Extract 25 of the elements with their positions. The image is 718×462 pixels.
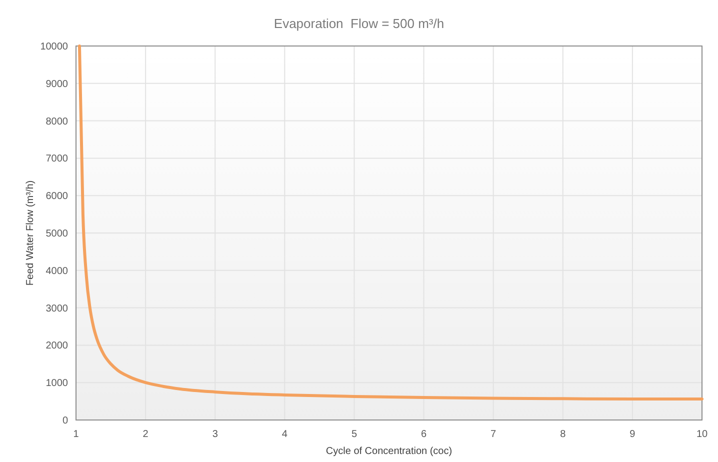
x-tick-label: 3 [212,429,218,440]
y-axis-title: Feed Water Flow (m³/h) [25,180,36,286]
y-tick-label: 6000 [46,191,68,202]
y-tick-label: 0 [62,416,68,426]
line-series [78,44,704,401]
x-tick-label: 5 [351,429,358,440]
x-axis-title: Cycle of Concentration (coc) [326,446,452,457]
x-tick-label: 2 [142,429,149,440]
x-tick-label: 4 [282,429,288,440]
x-tick-label: 1 [73,429,80,440]
y-tick-label: 7000 [46,154,68,165]
y-tick-label: 9000 [46,78,68,90]
y-tick-label: 1000 [46,378,68,390]
x-tick-label: 6 [420,429,427,440]
x-tick-label: 10 [696,429,708,440]
chart-title: Evaporation Flow = 500 m³/h [274,16,444,31]
y-tick-label: 3000 [46,303,68,314]
y-tick-label: 8000 [46,116,68,128]
y-tick-label: 2000 [46,340,68,352]
y-tick-label: 10000 [40,42,68,52]
y-tick-label: 5000 [46,228,68,240]
x-tick-label: 9 [630,429,636,440]
x-tick-label: 8 [560,429,566,440]
y-tick-label: 4000 [46,266,68,277]
x-tick-label: 7 [490,429,497,440]
